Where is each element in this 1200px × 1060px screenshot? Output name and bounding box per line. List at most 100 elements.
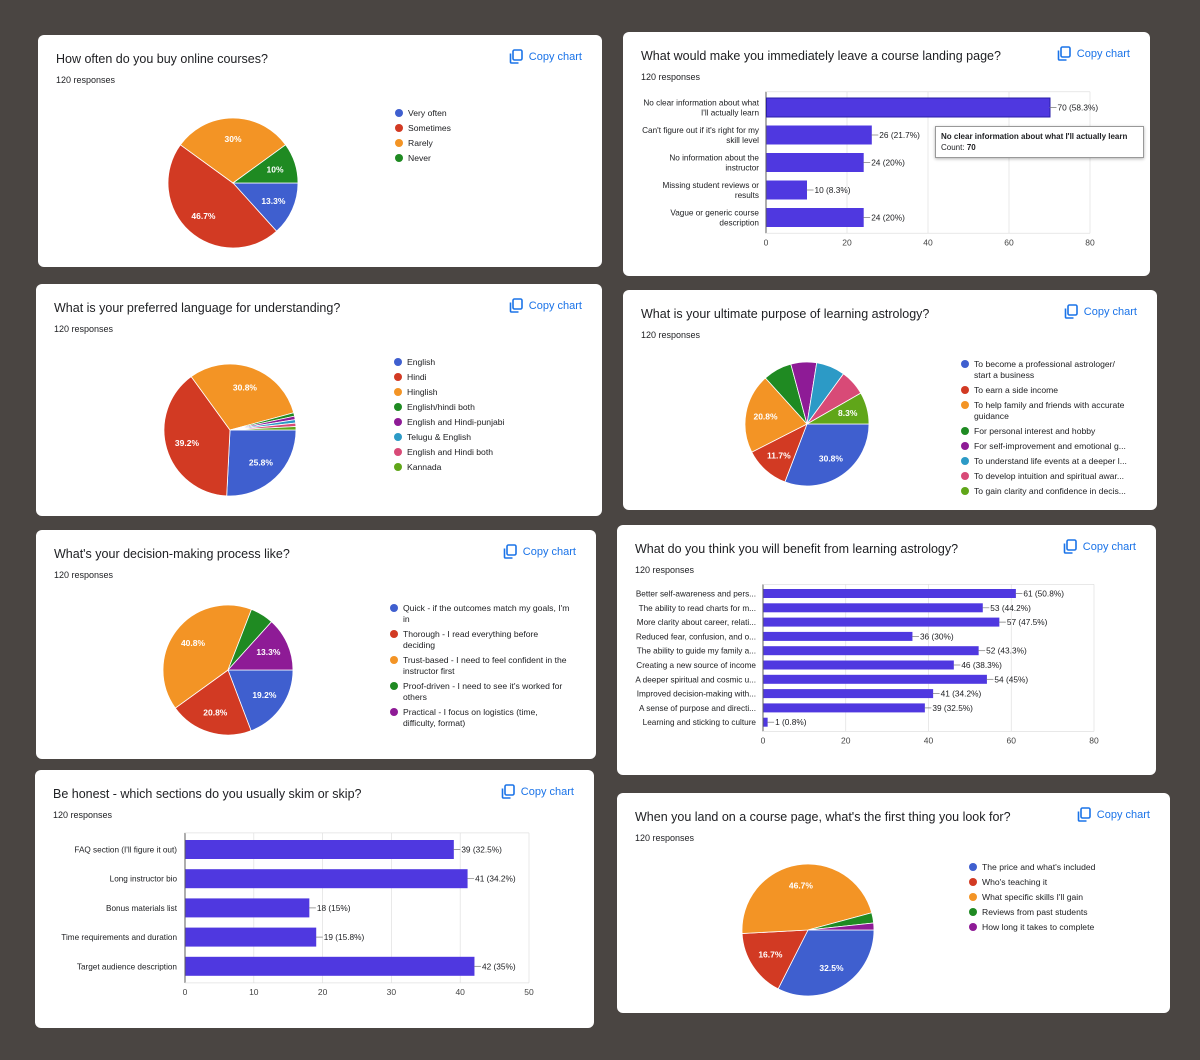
legend-item[interactable]: For personal interest and hobby — [961, 426, 1131, 437]
legend-item[interactable]: What specific skills I'll gain — [969, 892, 1149, 903]
bar[interactable] — [766, 125, 872, 145]
bar-chart[interactable]: 0 20 40 60 80 Better self-awareness and pers.… — [617, 525, 1156, 775]
pie-chart[interactable]: 32.5% 16.7% 46.7% — [617, 793, 1170, 1013]
bar[interactable] — [763, 646, 979, 656]
legend-item[interactable]: Thorough - I read everything before deci… — [390, 629, 570, 651]
pie-slice[interactable] — [741, 863, 873, 934]
bar[interactable] — [763, 603, 983, 613]
category-label: Creating a new source of income — [636, 661, 756, 670]
bar[interactable] — [763, 660, 954, 670]
pie-slice[interactable] — [162, 604, 252, 709]
value-labels: 61 (50.8%) 53 (44.2%) 57 (47.5%) 36 (30%) 52… — [767, 589, 1064, 727]
value-label: 1 (0.8%) — [775, 717, 807, 727]
legend-item[interactable]: English and Hindi both — [394, 447, 584, 458]
legend-item[interactable]: Very often — [395, 108, 585, 119]
chart-title: When you land on a course page, what's t… — [635, 810, 1011, 824]
legend-item[interactable]: Kannada — [394, 462, 584, 473]
pie-slice[interactable] — [784, 423, 870, 487]
legend-item[interactable]: Quick - if the outcomes match my goals, … — [390, 603, 570, 625]
pie-slice[interactable] — [190, 363, 295, 431]
legend-label: To develop intuition and spiritual awar.… — [974, 471, 1125, 481]
chart-card-decision-making: What's your decision-making process like… — [36, 530, 596, 759]
legend-item[interactable]: Hinglish — [394, 387, 584, 398]
bar[interactable] — [185, 869, 468, 889]
legend-item[interactable]: Who's teaching it — [969, 877, 1149, 888]
copy-chart-button[interactable]: Copy chart — [501, 784, 574, 799]
bar-chart[interactable]: 0 10 20 30 40 50 FAQ section (I'll figure it o… — [35, 770, 594, 1028]
legend-item[interactable]: Sometimes — [395, 123, 585, 134]
pie-slice-labels: 25.8% 39.2% 30.8% — [175, 383, 273, 468]
bar[interactable] — [766, 208, 864, 227]
bar[interactable] — [763, 631, 913, 641]
bar[interactable] — [185, 956, 475, 976]
legend-item[interactable]: To become a professional astrologer/ sta… — [961, 359, 1131, 381]
copy-chart-button[interactable]: Copy chart — [1063, 539, 1136, 554]
pie-chart[interactable]: 30.8% 11.7% 20.8% 8.3% — [623, 290, 1157, 510]
legend-item[interactable]: Rarely — [395, 138, 585, 149]
bar[interactable] — [185, 927, 317, 947]
x-tick-label: 60 — [1007, 735, 1017, 745]
legend-item[interactable]: English/hindi both — [394, 402, 584, 413]
legend-item[interactable]: Reviews from past students — [969, 907, 1149, 918]
legend-item[interactable]: Proof-driven - I need to see it's worked… — [390, 681, 570, 703]
legend-item[interactable]: For self-improvement and emotional g... — [961, 441, 1131, 452]
legend-label: For personal interest and hobby — [974, 426, 1096, 436]
bar[interactable] — [766, 153, 864, 172]
pie-slice[interactable] — [227, 669, 294, 732]
bar-chart[interactable]: 0 20 40 60 80 No clear information about what… — [623, 32, 1150, 276]
pie-slice[interactable] — [229, 426, 297, 431]
bar[interactable] — [766, 180, 808, 200]
pie-slice[interactable] — [232, 182, 299, 232]
bar[interactable] — [763, 674, 987, 684]
bar[interactable] — [763, 589, 1016, 598]
copy-chart-button[interactable]: Copy chart — [503, 544, 576, 559]
copy-chart-button[interactable]: Copy chart — [1057, 46, 1130, 61]
legend-item[interactable]: To understand life events at a deeper l.… — [961, 456, 1131, 467]
bar[interactable] — [766, 97, 1051, 118]
pie-slice[interactable] — [163, 376, 231, 497]
bar[interactable] — [763, 617, 1000, 627]
copy-chart-button[interactable]: Copy chart — [1064, 304, 1137, 319]
bar[interactable] — [763, 689, 934, 699]
legend-item[interactable]: Practical - I focus on logistics (time, … — [390, 707, 570, 729]
legend-item[interactable]: Trust-based - I need to feel confident i… — [390, 655, 570, 677]
bar[interactable] — [763, 703, 925, 713]
x-tick-labels: 0 20 40 60 80 — [761, 735, 1099, 745]
pie-slice[interactable] — [174, 669, 252, 736]
pie-slice[interactable] — [805, 392, 870, 425]
pie-chart[interactable]: 25.8% 39.2% 30.8% — [36, 284, 602, 516]
response-count: 120 responses — [641, 72, 701, 82]
legend-item[interactable]: How long it takes to complete — [969, 922, 1149, 933]
pie-slice[interactable] — [744, 377, 808, 453]
legend-item[interactable]: English and Hindi-punjabi — [394, 417, 584, 428]
bar[interactable] — [185, 840, 454, 859]
pie-slice[interactable] — [741, 929, 809, 990]
legend-item[interactable]: To help family and friends with accurate… — [961, 400, 1131, 422]
tooltip-title: No clear information about what I'll act… — [941, 132, 1128, 141]
copy-chart-button[interactable]: Copy chart — [509, 298, 582, 313]
pie-slice[interactable] — [167, 144, 278, 249]
bar[interactable] — [185, 898, 310, 918]
pie-slice[interactable] — [179, 117, 287, 184]
legend-item[interactable]: To earn a side income — [961, 385, 1131, 396]
pie-slice[interactable] — [227, 621, 294, 671]
pie-chart[interactable]: 19.2% 20.8% 40.8% 13.3% — [36, 530, 596, 759]
bar[interactable] — [763, 717, 768, 727]
pie-slice[interactable] — [231, 144, 299, 184]
pie-slice-label: 46.7% — [789, 881, 814, 891]
pie-chart[interactable]: 13.3% 46.7% 30% 10% — [38, 35, 602, 267]
copy-chart-button[interactable]: Copy chart — [509, 49, 582, 64]
legend-item[interactable]: English — [394, 357, 584, 368]
legend-item[interactable]: Never — [395, 153, 585, 164]
category-label: More clarity about career, relati... — [637, 618, 756, 627]
pie-slice[interactable] — [777, 929, 875, 997]
legend-item[interactable]: To gain clarity and confidence in decis.… — [961, 486, 1131, 497]
copy-chart-button[interactable]: Copy chart — [1077, 807, 1150, 822]
pie-slice[interactable] — [807, 922, 875, 931]
pie-slice[interactable] — [226, 429, 297, 497]
legend-item[interactable]: To develop intuition and spiritual awar.… — [961, 471, 1131, 482]
legend-item[interactable]: The price and what's included — [969, 862, 1149, 873]
legend-item[interactable]: Hindi — [394, 372, 584, 383]
category-label: I'll actually learn — [701, 109, 759, 118]
legend-item[interactable]: Telugu & English — [394, 432, 584, 443]
